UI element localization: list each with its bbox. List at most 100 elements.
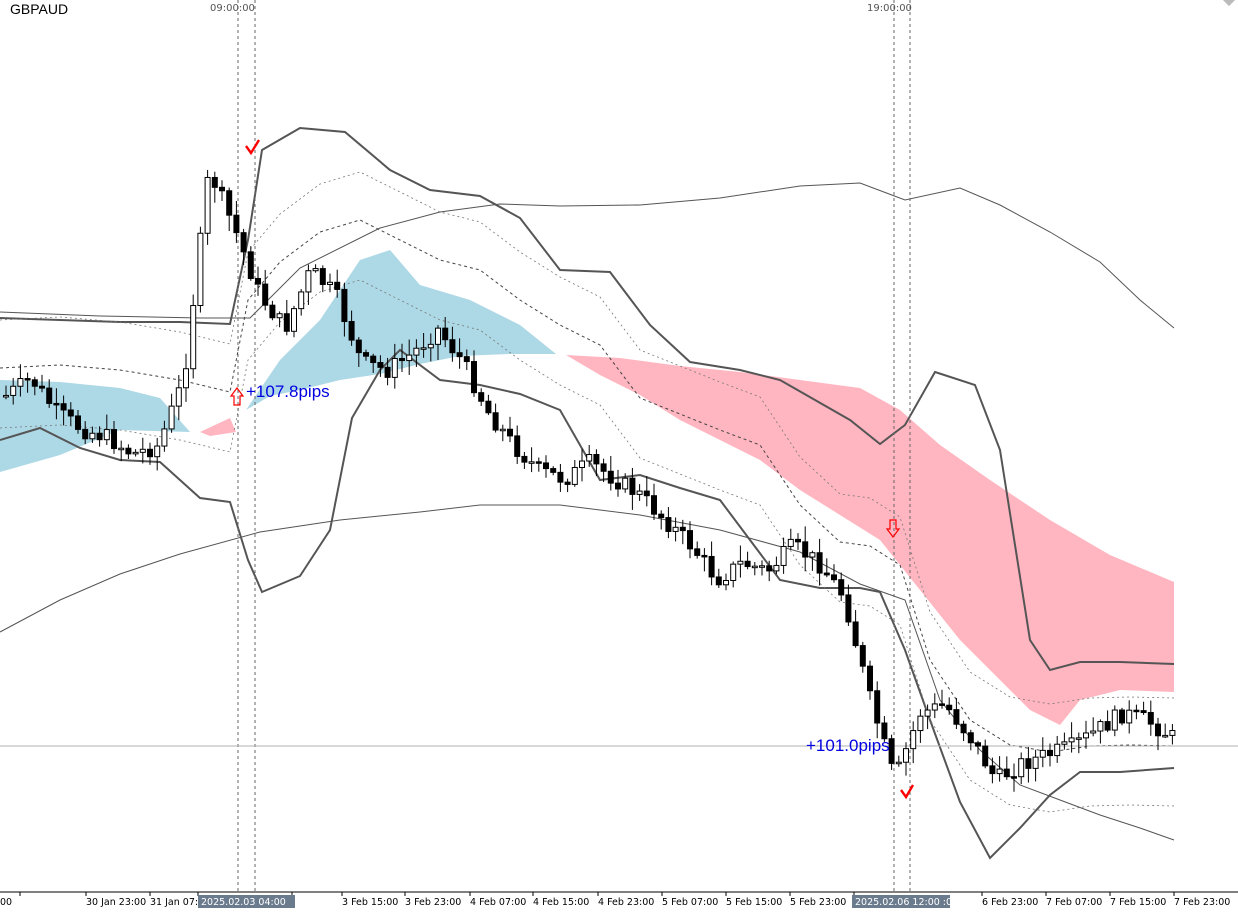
- candle-body: [499, 428, 506, 432]
- candle-body: [370, 355, 377, 364]
- candle-body: [586, 454, 593, 462]
- candle-body: [233, 214, 240, 234]
- candle-body: [996, 768, 1003, 775]
- candle: [1090, 717, 1097, 737]
- candle-body: [183, 368, 189, 389]
- candle: [427, 333, 434, 362]
- candle-body: [672, 526, 679, 532]
- candle: [60, 395, 67, 426]
- candle: [773, 556, 780, 575]
- candle: [845, 584, 852, 626]
- candle-body: [24, 378, 31, 381]
- candle-body: [1104, 721, 1111, 731]
- candle-body: [823, 572, 830, 576]
- candle: [1068, 722, 1075, 753]
- candle: [161, 420, 168, 452]
- candle-body: [960, 723, 967, 734]
- candle-body: [694, 548, 701, 556]
- candle-body: [132, 451, 139, 455]
- candle-body: [1025, 758, 1032, 769]
- bollinger-lower-band: [0, 348, 1175, 860]
- candle: [492, 403, 499, 433]
- candle-body: [348, 321, 355, 341]
- candle: [910, 721, 917, 764]
- candle: [1003, 756, 1010, 780]
- candle: [867, 660, 873, 700]
- candle: [283, 299, 290, 336]
- candle-body: [1169, 730, 1176, 736]
- x-tick-label: 4 Feb 15:00: [533, 897, 589, 908]
- candle: [96, 426, 103, 447]
- candle: [75, 410, 81, 434]
- candle-body: [219, 186, 225, 192]
- candle: [1025, 747, 1032, 783]
- candle-body: [442, 327, 449, 341]
- candle-body: [103, 429, 110, 441]
- candle-body: [1126, 709, 1133, 724]
- candle: [370, 353, 377, 373]
- candle: [499, 424, 506, 442]
- candle: [1032, 749, 1039, 782]
- candle-body: [557, 471, 564, 483]
- candle: [651, 483, 657, 521]
- candle: [996, 756, 1003, 782]
- candle: [931, 693, 938, 719]
- pips-label-sell: +101.0pips: [806, 736, 890, 755]
- candle-body: [1162, 734, 1169, 738]
- candle: [543, 455, 549, 478]
- candle-body: [600, 463, 607, 472]
- candle-body: [759, 565, 765, 568]
- check-icon: [900, 784, 915, 800]
- candle: [514, 425, 521, 464]
- candle-body: [399, 357, 405, 362]
- candle: [111, 420, 117, 454]
- candle-body: [118, 447, 125, 451]
- candle-body: [1054, 743, 1061, 757]
- candle-body: [939, 703, 945, 706]
- candle-body: [665, 517, 672, 532]
- candle: [46, 379, 53, 408]
- candle-body: [571, 466, 578, 485]
- candle-body: [1003, 768, 1010, 778]
- candle: [687, 521, 693, 559]
- candle: [1155, 717, 1161, 751]
- candle: [39, 374, 45, 393]
- candle: [1061, 732, 1068, 750]
- x-tick-label: 00: [0, 897, 12, 908]
- candle: [168, 393, 175, 433]
- candle-body: [514, 435, 521, 457]
- candle-body: [471, 361, 477, 394]
- x-axis-badge-label: 2025.02.03 04:00: [201, 897, 286, 908]
- candle-body: [701, 554, 708, 558]
- candle: [1047, 743, 1053, 767]
- candle-body: [744, 560, 751, 568]
- candle: [1011, 763, 1017, 792]
- candle: [298, 289, 305, 316]
- candle-body: [730, 563, 737, 581]
- candle-body: [528, 461, 535, 464]
- candle-body: [737, 560, 744, 565]
- candle: [341, 282, 348, 337]
- candle-body: [816, 552, 823, 574]
- candle: [694, 541, 701, 559]
- candle: [190, 294, 197, 379]
- candle-body: [867, 665, 873, 692]
- candle-body: [1061, 741, 1068, 745]
- candle-body: [406, 354, 413, 362]
- candle-body: [1068, 737, 1075, 743]
- candle-body: [420, 347, 427, 350]
- candle: [456, 338, 463, 369]
- candle-body: [89, 432, 96, 440]
- candle-body: [1090, 730, 1097, 734]
- candle: [1162, 723, 1169, 738]
- candle-body: [67, 409, 74, 417]
- candle-body: [298, 291, 305, 310]
- candle-body: [1032, 756, 1039, 769]
- candle: [449, 326, 456, 362]
- candle-body: [3, 394, 9, 398]
- candle: [485, 394, 492, 416]
- candle-body: [283, 313, 290, 332]
